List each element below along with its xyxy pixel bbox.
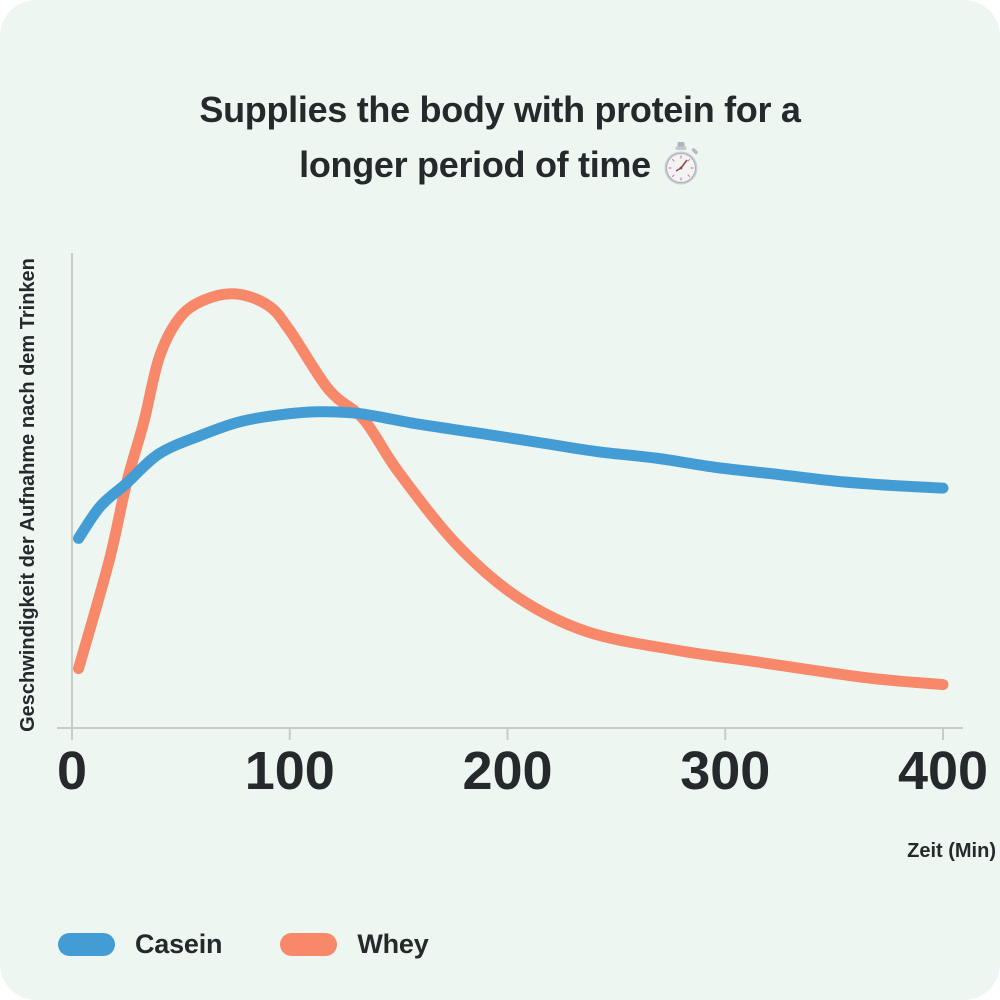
x-tick-label: 100 <box>245 741 335 800</box>
legend-label-casein: Casein <box>135 929 223 959</box>
title-line-1: Supplies the body with protein for a <box>199 89 801 130</box>
stopwatch-icon <box>661 142 701 201</box>
whey-swatch <box>280 933 338 956</box>
legend-item-casein: Casein <box>58 929 223 960</box>
x-tick-label: 200 <box>462 741 552 800</box>
x-tick-label: 0 <box>57 741 87 800</box>
casein-line <box>73 406 949 544</box>
x-axis-label: Zeit (Min) <box>907 840 996 862</box>
x-tick-label: 400 <box>898 741 988 800</box>
x-tick-label: 300 <box>680 741 770 800</box>
plot-area: 0 100 200 300 400 <box>57 253 988 800</box>
title-line-2: longer period of time <box>0 137 1000 201</box>
legend: Casein Whey <box>58 929 429 960</box>
chart-title: Supplies the body with protein for a lon… <box>0 82 1000 201</box>
casein-swatch <box>58 933 115 956</box>
legend-label-whey: Whey <box>357 929 429 959</box>
legend-item-whey: Whey <box>280 929 429 960</box>
whey-line <box>73 288 949 691</box>
